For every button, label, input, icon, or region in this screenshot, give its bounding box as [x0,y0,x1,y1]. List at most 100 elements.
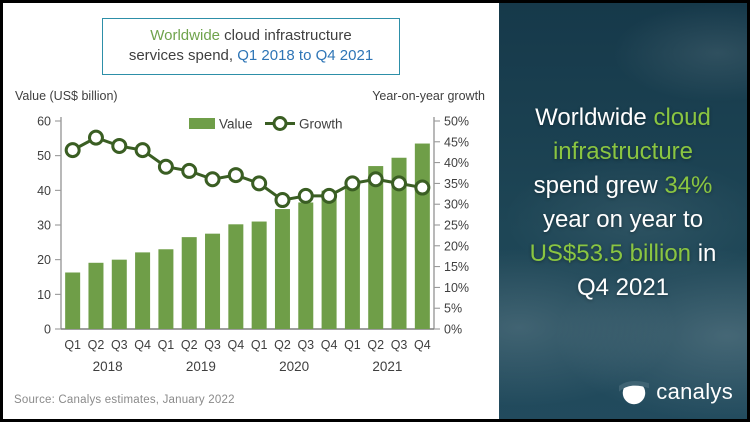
svg-text:20: 20 [37,253,51,267]
headline-segment: US$53.5 billion [529,240,692,267]
headline-line: Worldwide cloud [503,101,743,135]
headline-segment: Worldwide [535,104,654,131]
bar-Q4-2020 [321,190,337,329]
svg-text:Q3: Q3 [111,338,128,352]
svg-text:Q1: Q1 [344,338,361,352]
bar-Q2-2019 [181,237,197,329]
growth-line [64,129,431,209]
x-axis-labels: Q1 Q2 Q3 Q4 Q1 Q2 Q3 Q4 Q1 Q2 Q3 Q4 Q1 Q2 Q3 Q4 2018 2019… [64,338,430,374]
svg-text:Q2: Q2 [274,338,291,352]
title-segment-worldwide: Worldwide [150,27,220,44]
svg-text:Q4: Q4 [414,338,431,352]
svg-text:Q4: Q4 [228,338,245,352]
bar-Q1-2018 [65,272,81,329]
growth-marker [181,162,198,179]
svg-text:60: 60 [37,115,51,129]
left-axis-title: Value (US$ billion) [15,89,118,103]
bar-Q4-2018 [135,252,151,329]
growth-marker [367,171,384,188]
growth-marker [297,187,314,204]
bar-Q2-2020 [274,209,290,329]
source-text: Source: Canalys estimates, January 2022 [14,394,235,406]
bar-Q3-2018 [111,259,127,329]
title-segment-cloud-infrastructure: cloud infrastructure [220,27,352,44]
growth-marker [134,142,151,159]
growth-marker [87,129,104,146]
growth-marker [414,179,431,196]
svg-text:Q2: Q2 [88,338,105,352]
bar-Q2-2018 [88,262,104,329]
growth-marker [344,175,361,192]
chart-title-box: Worldwide cloud infrastructure services … [102,18,400,75]
svg-text:10%: 10% [444,281,469,295]
bar-Q3-2021 [391,157,407,329]
headline-segment: in [691,240,717,267]
headline-line: Q4 2021 [503,271,743,305]
svg-text:Q3: Q3 [297,338,314,352]
headline-segment: cloud [653,104,711,131]
year-label: 2018 [93,359,123,374]
svg-text:0%: 0% [444,323,462,337]
chart-title-line2: services spend, Q1 2018 to Q4 2021 [107,46,395,66]
growth-marker [391,175,408,192]
growth-marker [204,171,221,188]
growth-marker [157,158,174,175]
bar-Q1-2019 [158,249,174,329]
growth-marker [274,192,291,209]
svg-text:Q1: Q1 [251,338,268,352]
svg-text:Growth: Growth [299,117,343,132]
year-label: 2019 [186,359,216,374]
axes: 0 10 20 30 40 50 60 0% 5% 10% 15% 20% 25% 30% 35% 40% 45… [37,115,469,337]
growth-marker [111,137,128,154]
svg-text:0: 0 [44,323,51,337]
bar-Q4-2021 [414,143,430,329]
legend: Value Growth [189,116,343,132]
svg-text:Q4: Q4 [321,338,338,352]
headline-segment: 34% [664,172,713,199]
headline-text: Worldwide cloud infrastructure spend grew … [499,101,747,305]
bar-Q1-2020 [251,221,267,329]
chart-panel: Worldwide cloud infrastructure services … [3,3,499,419]
svg-text:40: 40 [37,184,51,198]
svg-text:30: 30 [37,219,51,233]
title-segment-services-spend: services spend, [128,47,238,64]
highlight-panel: Worldwide cloud infrastructure spend grew … [499,3,747,419]
growth-marker [227,167,244,184]
headline-line: US$53.5 billion in [503,237,743,271]
svg-text:25%: 25% [444,219,469,233]
headline-segment: Q4 2021 [576,274,670,301]
year-label: 2020 [279,359,309,374]
svg-text:30%: 30% [444,198,469,212]
svg-text:Q4: Q4 [134,338,151,352]
headline-segment: infrastructure [552,138,694,165]
chart-title-line1: Worldwide cloud infrastructure [107,26,395,46]
svg-text:50: 50 [37,149,51,163]
svg-text:Q3: Q3 [204,338,221,352]
svg-text:35%: 35% [444,177,469,191]
svg-text:Q1: Q1 [64,338,81,352]
canalys-logo-icon [619,380,650,405]
combo-chart: 0 10 20 30 40 50 60 0% 5% 10% 15% 20% 25% 30% 35% 40% 45… [37,115,469,375]
bar-Q3-2019 [205,233,221,329]
svg-text:50%: 50% [444,115,469,129]
headline-line: infrastructure [503,135,743,169]
svg-text:5%: 5% [444,302,462,316]
svg-text:Value: Value [219,117,253,132]
headline-line: year on year to [503,203,743,237]
bar-Q1-2021 [344,184,360,329]
headline-line: spend grew 34% [503,169,743,203]
svg-text:Q1: Q1 [158,338,175,352]
svg-text:40%: 40% [444,156,469,170]
headline-segment: year on year to [542,206,704,233]
svg-text:10: 10 [37,288,51,302]
growth-marker [64,142,81,159]
growth-marker [321,187,338,204]
bar-Q4-2019 [228,224,244,329]
canalys-logo: canalys [619,377,733,407]
year-label: 2021 [372,359,402,374]
svg-text:20%: 20% [444,239,469,253]
bar-Q2-2021 [368,166,384,329]
svg-text:Q3: Q3 [391,338,408,352]
bar-Q3-2020 [298,202,314,329]
